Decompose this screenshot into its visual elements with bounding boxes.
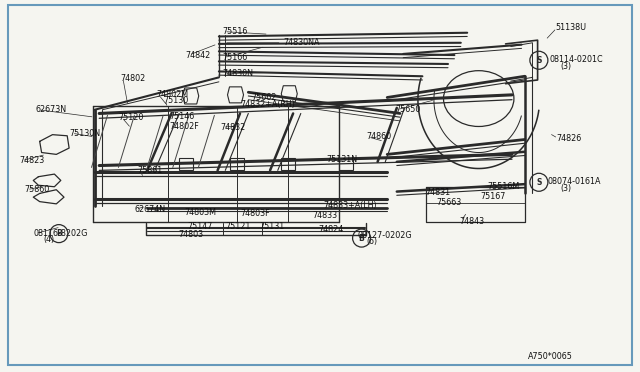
Text: 75663: 75663: [436, 198, 461, 207]
Text: 75121: 75121: [225, 222, 251, 231]
Text: 74842: 74842: [186, 51, 211, 60]
Text: 75167: 75167: [480, 192, 506, 201]
Text: 74860: 74860: [366, 132, 391, 141]
Text: 74802F: 74802F: [170, 122, 199, 131]
Text: 74833+A(LH): 74833+A(LH): [323, 201, 377, 210]
Text: 74803F: 74803F: [240, 209, 269, 218]
Text: 62674N: 62674N: [134, 205, 166, 214]
Text: 75516: 75516: [223, 27, 248, 36]
Text: 74824: 74824: [319, 225, 344, 234]
Text: 08116-8202G: 08116-8202G: [33, 229, 88, 238]
Text: (3): (3): [560, 62, 571, 71]
Bar: [230, 158, 244, 170]
Text: 75130: 75130: [163, 96, 188, 105]
Text: 74802M: 74802M: [157, 90, 189, 99]
Bar: [339, 158, 353, 170]
Text: 74832+A(RH): 74832+A(RH): [240, 100, 295, 109]
Text: S: S: [536, 56, 541, 65]
Text: 08127-0202G: 08127-0202G: [357, 231, 412, 240]
Text: 75166: 75166: [223, 53, 248, 62]
Text: 75860: 75860: [24, 185, 49, 194]
Text: 74830N: 74830N: [223, 69, 253, 78]
Text: 75147: 75147: [187, 222, 212, 231]
Text: 74802: 74802: [120, 74, 145, 83]
Text: S: S: [536, 178, 541, 187]
Bar: [281, 158, 295, 170]
Text: B: B: [359, 234, 364, 243]
Text: 74803: 74803: [178, 230, 204, 239]
Text: 74843: 74843: [460, 217, 484, 226]
Text: (4): (4): [44, 235, 54, 244]
Text: 74833: 74833: [312, 211, 337, 219]
Text: 74823: 74823: [19, 156, 44, 165]
Text: 75146: 75146: [170, 112, 195, 121]
Text: 75861: 75861: [138, 166, 163, 175]
Text: 75130N: 75130N: [69, 129, 100, 138]
Text: (6): (6): [366, 237, 377, 246]
Text: 74830NA: 74830NA: [283, 38, 319, 47]
Text: 75662: 75662: [251, 93, 276, 102]
Bar: [179, 158, 193, 170]
Text: 75650: 75650: [396, 105, 421, 114]
Text: 08074-0161A: 08074-0161A: [547, 177, 601, 186]
Text: 75120: 75120: [118, 113, 144, 122]
Text: 74832: 74832: [221, 123, 246, 132]
Text: A750*0065: A750*0065: [528, 352, 573, 361]
Text: 74803M: 74803M: [184, 208, 216, 217]
Text: B: B: [56, 229, 61, 238]
Text: 74826: 74826: [557, 134, 582, 143]
Text: 51138U: 51138U: [556, 23, 587, 32]
Text: 08114-0201C: 08114-0201C: [549, 55, 603, 64]
Text: 75131N: 75131N: [326, 155, 358, 164]
Text: 62673N: 62673N: [35, 105, 67, 114]
Text: (3): (3): [560, 185, 571, 193]
Text: 75516M: 75516M: [488, 182, 520, 191]
Text: 75131: 75131: [259, 222, 284, 231]
Text: 74831: 74831: [426, 188, 451, 197]
